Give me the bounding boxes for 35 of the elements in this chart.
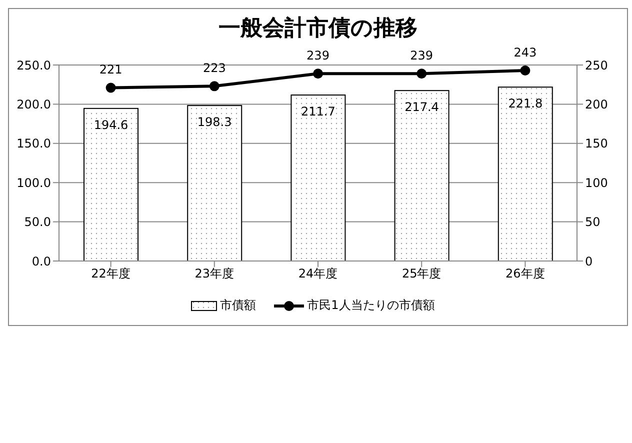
point: [416, 68, 427, 79]
y2-tick-label: 150: [585, 136, 608, 151]
data-label: 239: [306, 48, 330, 63]
x-tick-label: 24年度: [298, 266, 338, 281]
y2-tick-label: 0: [585, 254, 593, 268]
y-tick-label: 150.0: [16, 136, 51, 151]
point: [209, 81, 220, 92]
legend-label: 市債額: [220, 297, 256, 314]
point: [313, 68, 323, 79]
data-label: 198.3: [197, 115, 232, 130]
data-label: 217.4: [404, 100, 439, 114]
y-tick-label: 100.0: [16, 176, 51, 190]
y2-tick-label: 250: [585, 58, 608, 72]
data-label: 239: [410, 48, 434, 63]
chart-title: 一般会計市債の推移: [218, 14, 418, 41]
y-tick-label: 200.0: [16, 97, 51, 112]
y-tick-label: 250.0: [16, 58, 51, 72]
legend-label: 市民1人当たりの市債額: [307, 297, 435, 314]
x-tick-label: 22年度: [91, 266, 130, 281]
y2-tick-label: 200: [585, 97, 608, 112]
point: [106, 82, 116, 93]
y-tick-label: 0.0: [32, 254, 51, 268]
data-label: 243: [514, 45, 537, 60]
data-label: 221.8: [508, 96, 543, 111]
x-tick-label: 25年度: [402, 266, 442, 281]
data-label: 194.6: [94, 118, 128, 132]
x-tick-label: 26年度: [506, 266, 545, 281]
x-tick-label: 23年度: [194, 266, 234, 281]
y2-tick-label: 100: [585, 176, 608, 190]
data-label: 211.7: [301, 104, 336, 119]
y2-tick-label: 50: [585, 215, 600, 230]
data-label: 223: [202, 61, 226, 76]
data-label: 221: [99, 62, 122, 77]
y-tick-label: 50.0: [24, 215, 51, 230]
point: [520, 65, 530, 76]
